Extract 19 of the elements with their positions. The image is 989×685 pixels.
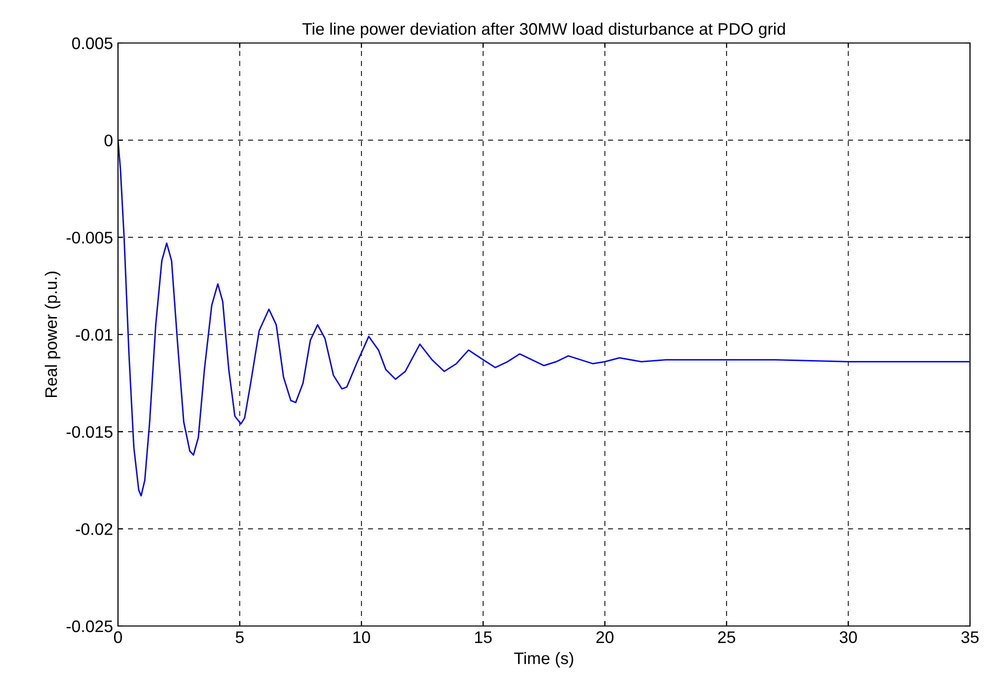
y-tick-label: 0.005: [72, 37, 112, 50]
x-tick-label: 0: [114, 631, 122, 644]
x-tick-label: 20: [596, 631, 614, 644]
y-tick-label: -0.005: [66, 232, 112, 244]
x-tick-label: 15: [475, 631, 492, 644]
chart-title: Tie line power deviation after 30MW load disturbance at PDO grid: [302, 22, 785, 38]
y-tick-label: 0: [104, 134, 112, 146]
y-tick-label: -0.025: [66, 620, 112, 632]
x-tick-label: 25: [718, 631, 736, 644]
x-tick-label: 35: [961, 631, 979, 644]
x-tick-label: 30: [840, 631, 857, 644]
x-tick-label: 5: [236, 631, 244, 644]
y-axis-title: Real power (p.u.): [44, 272, 60, 398]
x-axis-title: Time (s): [514, 652, 574, 668]
y-tick-label: -0.01: [76, 328, 112, 341]
x-tick-label: 10: [353, 631, 370, 644]
y-tick-label: -0.015: [66, 426, 112, 438]
line-series: [118, 139, 970, 496]
y-tick-label: -0.02: [76, 523, 112, 536]
